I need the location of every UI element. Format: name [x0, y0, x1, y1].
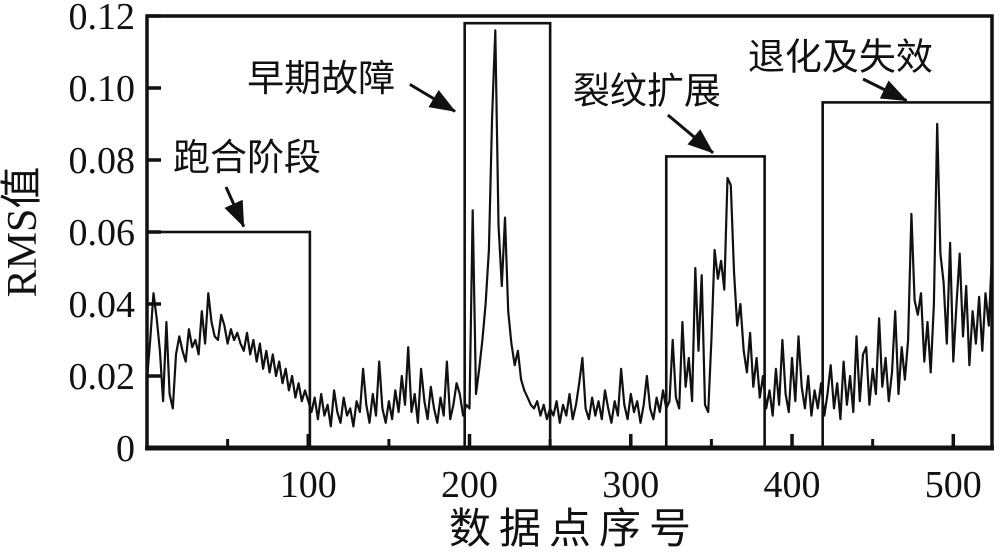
- x-tick-label: 300: [602, 464, 659, 506]
- y-tick-label: 0.10: [69, 68, 136, 110]
- stage-label-3: 裂纹扩展: [573, 71, 721, 113]
- x-tick-label: 100: [280, 464, 337, 506]
- stage-arrow-2: [409, 83, 456, 113]
- y-tick-label: 0.08: [69, 140, 136, 182]
- y-tick-label: 0: [116, 428, 135, 470]
- stage-label-2: 早期故障: [247, 58, 395, 100]
- x-axis-title: 数据点序号: [449, 507, 699, 553]
- y-tick-label: 0.12: [69, 0, 136, 38]
- x-tick-label: 400: [764, 464, 821, 506]
- x-tick-label: 200: [441, 464, 498, 506]
- stage-rect-3: [664, 155, 766, 450]
- stage-arrow-1: [224, 186, 246, 228]
- y-tick-label: 0.02: [69, 356, 136, 398]
- stage-label-1: 跑合阶段: [173, 137, 321, 179]
- y-axis-title: RMS值: [0, 167, 46, 298]
- y-tick-label: 0.06: [69, 212, 136, 254]
- stage-label-4: 退化及失效: [748, 36, 933, 78]
- stage-arrow-3: [666, 113, 714, 154]
- x-tick-label: 500: [925, 464, 982, 506]
- data-series-line: [145, 29, 994, 428]
- y-tick-label: 0.04: [69, 284, 136, 326]
- stage-arrow-4: [862, 77, 908, 102]
